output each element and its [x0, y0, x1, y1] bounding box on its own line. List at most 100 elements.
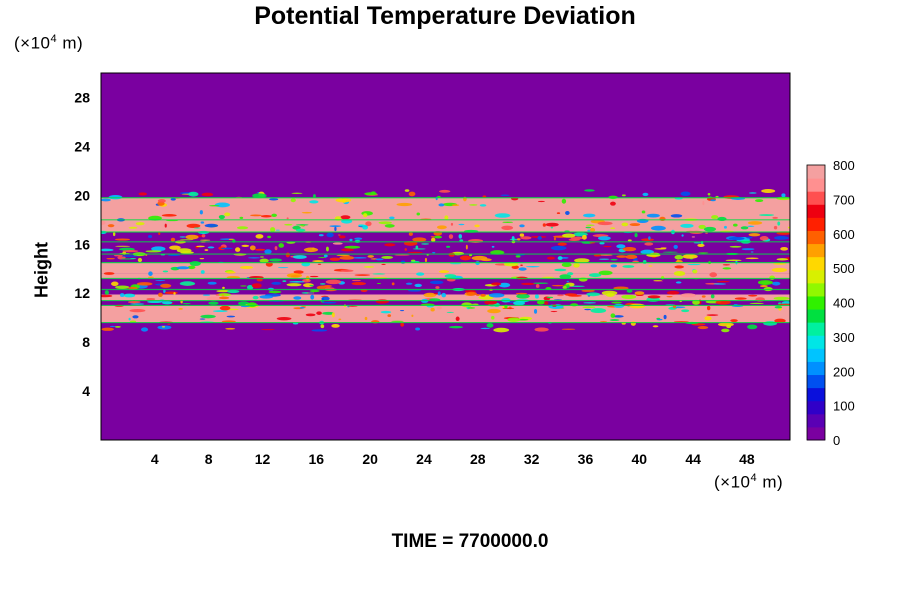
field-eddy: [255, 234, 264, 239]
field-eddy: [730, 319, 738, 323]
field-eddy: [424, 257, 428, 263]
field-eddy: [293, 296, 302, 300]
field-eddy: [267, 235, 271, 239]
field-eddy: [199, 210, 203, 215]
field-eddy: [310, 294, 315, 300]
field-eddy: [252, 193, 267, 199]
field-eddy: [438, 189, 451, 193]
field-eddy: [584, 308, 592, 311]
field-eddy: [561, 328, 576, 330]
field-eddy: [598, 270, 613, 276]
field-eddy: [204, 223, 219, 228]
y-tick-labels: 4 8 12 16 20 24 28: [74, 89, 90, 399]
field-eddy: [609, 319, 620, 322]
field-eddy: [554, 268, 567, 272]
y-axis-unit: (×104 m): [14, 33, 84, 53]
field-eddy: [641, 238, 654, 242]
field-eddy: [598, 258, 610, 260]
field-eddy: [722, 267, 732, 270]
field-eddy: [698, 252, 709, 254]
field-eddy: [431, 237, 436, 242]
field-eddy: [589, 227, 596, 233]
field-band: [101, 294, 790, 301]
field-eddy: [438, 270, 450, 274]
field-eddy: [444, 215, 449, 221]
field-eddy: [435, 286, 440, 289]
field-eddy: [759, 285, 768, 288]
field-eddy: [185, 234, 199, 240]
field-eddy: [471, 303, 479, 306]
field-eddy: [115, 245, 131, 247]
field-eddy: [589, 242, 596, 244]
field-eddy: [741, 248, 755, 251]
field-eddy: [567, 272, 574, 276]
field-eddy: [583, 213, 596, 218]
x-tick-label: 20: [362, 451, 378, 467]
x-tick-label: 12: [255, 451, 271, 467]
field-eddy: [214, 202, 230, 208]
field-eddy: [610, 258, 618, 261]
field-eddy: [415, 245, 419, 249]
field-eddy: [547, 256, 556, 260]
colorbar-swatch: [807, 165, 825, 179]
colorbar-swatch: [807, 387, 825, 402]
field-eddy: [429, 280, 444, 285]
field-eddy: [200, 239, 211, 241]
field-eddy: [336, 254, 350, 257]
field-eddy: [610, 227, 616, 229]
x-tick-label: 44: [685, 451, 701, 467]
field-eddy: [721, 328, 730, 333]
field-eddy: [285, 252, 290, 258]
field-eddy: [158, 292, 163, 297]
field-eddy: [437, 291, 441, 296]
field-eddy: [705, 232, 709, 234]
field-eddy: [260, 256, 264, 258]
field-eddy: [215, 294, 220, 296]
field-band: [101, 256, 790, 263]
field-eddy: [209, 205, 220, 207]
field-eddy: [408, 191, 416, 197]
field-eddy: [585, 224, 595, 226]
field-eddy: [218, 296, 230, 300]
field-eddy: [338, 318, 342, 321]
field-eddy: [416, 272, 425, 276]
field-eddy: [114, 238, 131, 241]
field-eddy: [240, 285, 247, 287]
field-eddy: [164, 223, 167, 228]
field-eddy: [161, 326, 166, 328]
field-eddy: [641, 210, 646, 214]
field-eddy: [141, 327, 149, 332]
field-eddy: [726, 324, 732, 329]
field-eddy: [186, 223, 201, 228]
field-eddy: [697, 326, 709, 330]
field-eddy: [311, 329, 327, 332]
field-eddy: [292, 225, 301, 230]
field-eddy: [434, 235, 443, 239]
field-eddy: [573, 263, 580, 268]
colorbar-swatch: [807, 230, 825, 245]
field-eddy: [773, 296, 790, 301]
field-eddy: [533, 282, 549, 284]
field-eddy: [611, 301, 622, 304]
field-eddy: [550, 226, 554, 229]
field-eddy: [630, 321, 636, 326]
field-eddy: [309, 200, 319, 204]
field-eddy: [167, 254, 181, 257]
colorbar-swatch: [807, 295, 825, 310]
field-eddy: [728, 236, 745, 241]
field-eddy: [585, 226, 591, 229]
field-eddy: [351, 279, 362, 282]
field-eddy: [581, 289, 595, 292]
x-tick-label: 32: [524, 451, 540, 467]
field-eddy: [277, 267, 289, 269]
field-eddy: [597, 236, 611, 241]
field-eddy: [351, 282, 366, 286]
y-tick-label: 4: [82, 383, 90, 399]
y-tick-label: 20: [74, 187, 90, 203]
field-eddy: [221, 294, 225, 297]
field-eddy: [436, 306, 442, 310]
field-eddy: [301, 211, 313, 214]
field-eddy: [603, 245, 612, 248]
field-eddy: [276, 316, 292, 321]
field-eddy: [759, 214, 775, 217]
